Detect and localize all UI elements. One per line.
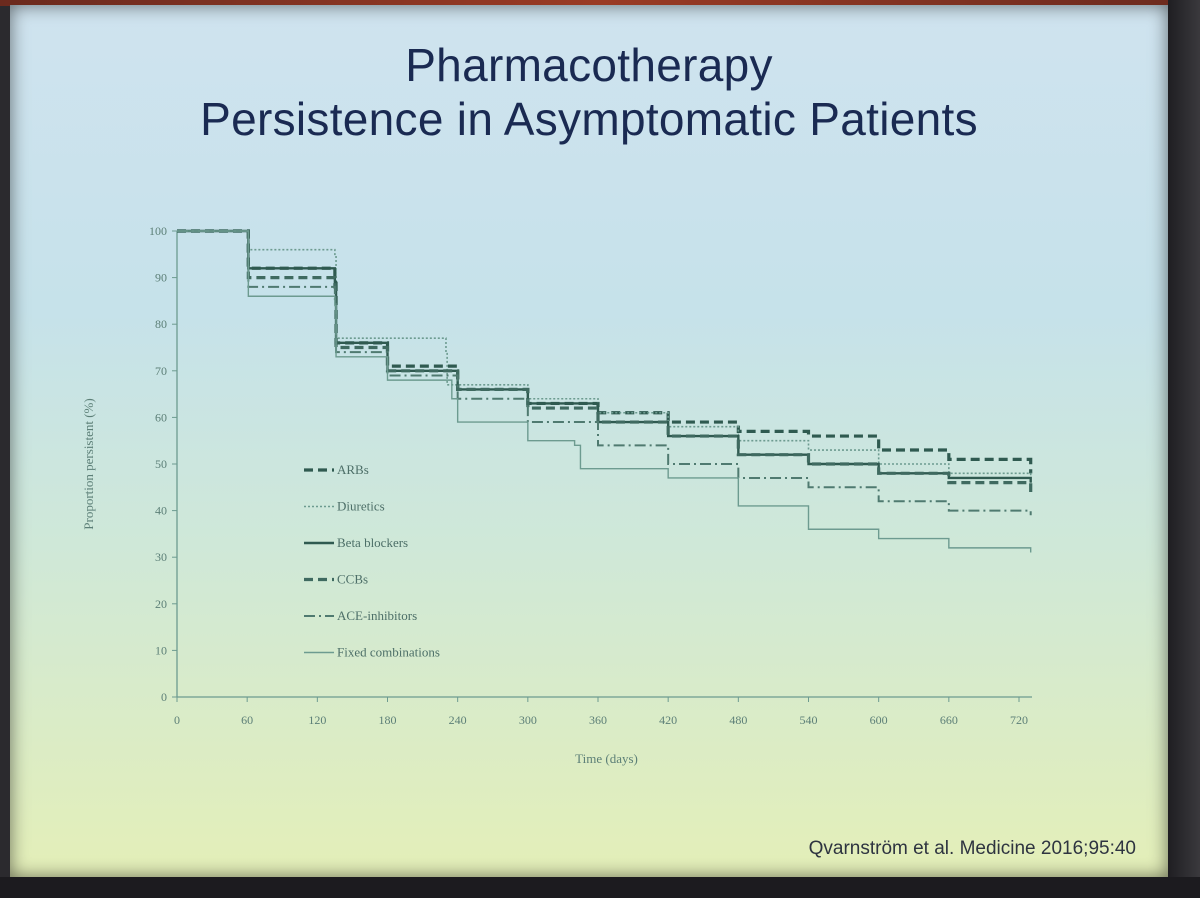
legend-label: ARBs xyxy=(337,462,369,477)
x-tick-label: 540 xyxy=(800,713,818,727)
legend-label: Diuretics xyxy=(337,499,385,514)
y-tick-label: 30 xyxy=(155,550,167,564)
x-tick-label: 720 xyxy=(1010,713,1028,727)
x-tick-label: 360 xyxy=(589,713,607,727)
legend-label: Beta blockers xyxy=(337,535,408,550)
x-tick-label: 660 xyxy=(940,713,958,727)
x-tick-label: 600 xyxy=(870,713,888,727)
y-tick-label: 60 xyxy=(155,410,167,424)
y-tick-label: 50 xyxy=(155,457,167,471)
y-tick-label: 100 xyxy=(149,224,167,238)
slide-title-line2: Persistence in Asymptomatic Patients xyxy=(200,93,978,146)
x-tick-label: 0 xyxy=(174,713,180,727)
y-tick-label: 40 xyxy=(155,504,167,518)
x-tick-label: 120 xyxy=(308,713,326,727)
legend-label: CCBs xyxy=(337,572,368,587)
y-axis-label: Proportion persistent (%) xyxy=(81,398,96,529)
legend-label: Fixed combinations xyxy=(337,645,440,660)
citation: Qvarnström et al. Medicine 2016;95:40 xyxy=(808,838,1136,859)
screen-bottom-edge xyxy=(0,877,1200,898)
screen-right-edge xyxy=(1168,0,1200,898)
series-line-fixed-combinations xyxy=(177,230,1032,553)
slide-title: Pharmacotherapy Persistence in Asymptoma… xyxy=(0,38,1178,147)
series-line-beta-blockers xyxy=(177,229,1032,483)
x-tick-label: 420 xyxy=(659,713,677,727)
x-tick-label: 480 xyxy=(729,713,747,727)
top-edge-strip xyxy=(0,0,1200,6)
projected-slide xyxy=(10,5,1168,877)
series-line-ace-inhibitors xyxy=(177,230,1032,516)
x-tick-label: 300 xyxy=(519,713,537,727)
legend-label: ACE-inhibitors xyxy=(337,608,417,623)
series-line-ccbs xyxy=(177,229,1033,492)
x-tick-label: 240 xyxy=(449,713,467,727)
x-axis-label: Time (days) xyxy=(575,751,638,766)
x-tick-label: 60 xyxy=(241,713,253,727)
y-tick-label: 10 xyxy=(155,643,167,657)
y-tick-label: 80 xyxy=(155,317,167,331)
y-tick-label: 0 xyxy=(161,690,167,704)
y-tick-label: 70 xyxy=(155,364,167,378)
y-tick-label: 20 xyxy=(155,597,167,611)
slide-title-line1: Pharmacotherapy xyxy=(405,39,773,91)
series-line-diuretics xyxy=(177,230,1032,483)
y-tick-label: 90 xyxy=(155,271,167,285)
x-tick-label: 180 xyxy=(379,713,397,727)
